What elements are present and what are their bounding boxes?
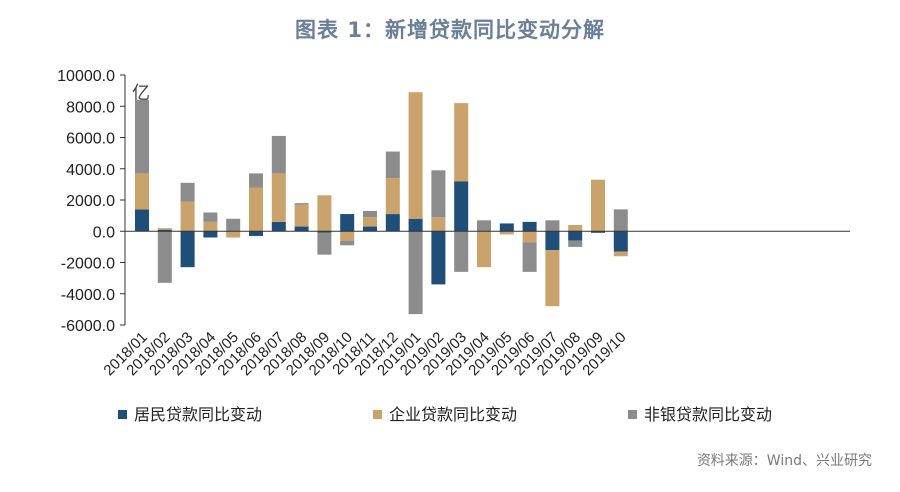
- bar-corporate: [226, 231, 241, 238]
- bar-resident: [157, 229, 172, 232]
- source-note: 资料来源：Wind、兴业研究: [696, 453, 872, 469]
- bar-nonbank: [477, 220, 491, 232]
- legend-label-nonbank: 非银贷款同比变动: [644, 405, 772, 424]
- y-tick-label: 8000.0: [66, 99, 115, 116]
- bar-nonbank: [317, 232, 332, 255]
- bar-resident: [408, 218, 423, 232]
- bar-nonbank: [545, 220, 560, 232]
- bar-corporate: [363, 217, 377, 227]
- bar-nonbank: [226, 218, 241, 232]
- bar-resident: [454, 181, 469, 232]
- y-tick-label: 6000.0: [66, 131, 115, 148]
- bar-resident: [249, 231, 263, 236]
- bar-nonbank: [568, 240, 583, 247]
- bar-resident: [591, 231, 605, 233]
- bar-corporate: [408, 92, 423, 219]
- bar-resident: [522, 221, 537, 232]
- legend-swatch-nonbank: [628, 410, 637, 419]
- bar-corporate: [591, 179, 605, 232]
- y-tick-label: -4000.0: [61, 287, 115, 304]
- y-tick-label: 2000.0: [66, 193, 115, 210]
- bar-corporate: [135, 173, 149, 210]
- bar-nonbank: [431, 170, 446, 218]
- bar-corporate: [613, 251, 628, 257]
- y-tick-label: -2000.0: [61, 256, 115, 273]
- y-tick-label: -6000.0: [61, 318, 115, 335]
- bar-corporate: [385, 178, 400, 215]
- chart-title: 图表 1：新增贷款同比变动分解: [295, 18, 605, 42]
- legend-label-resident: 居民贷款同比变动: [134, 405, 262, 424]
- bar-resident: [385, 214, 400, 232]
- bar-nonbank: [454, 231, 469, 272]
- bar-corporate: [340, 231, 355, 241]
- bar-corporate: [568, 225, 583, 232]
- bar-nonbank: [203, 212, 218, 222]
- bar-resident: [499, 223, 514, 232]
- bar-corporate: [203, 221, 218, 232]
- bar-nonbank: [408, 231, 423, 315]
- bar-corporate: [545, 250, 560, 307]
- bar-corporate: [294, 204, 309, 227]
- bar-resident: [363, 226, 377, 232]
- bar-nonbank: [385, 151, 400, 179]
- bar-corporate: [317, 195, 332, 232]
- y-tick-label: 10000.0: [57, 68, 115, 85]
- bar-nonbank: [180, 182, 195, 202]
- bar-resident: [317, 231, 332, 233]
- bar-nonbank: [157, 231, 172, 283]
- legend-label-corporate: 企业贷款同比变动: [389, 405, 517, 424]
- legend-swatch-corporate: [373, 410, 382, 419]
- bar-resident: [180, 231, 195, 268]
- bar-nonbank: [363, 210, 377, 218]
- bar-corporate: [522, 231, 537, 243]
- bar-resident: [340, 214, 355, 232]
- bar-nonbank: [613, 209, 628, 232]
- bar-resident: [135, 209, 149, 232]
- bar-corporate: [477, 231, 491, 268]
- bar-nonbank: [340, 240, 355, 246]
- y-tick-label: 4000.0: [66, 162, 115, 179]
- bar-nonbank: [249, 173, 263, 188]
- bar-corporate: [454, 103, 469, 182]
- bar-resident: [294, 226, 309, 232]
- bar-nonbank: [294, 203, 309, 205]
- bar-resident: [613, 231, 628, 252]
- bar-corporate: [271, 173, 286, 222]
- y-tick-label: 0.0: [93, 224, 115, 241]
- bar-corporate: [157, 228, 172, 230]
- bar-resident: [545, 231, 560, 250]
- bar-corporate: [431, 217, 446, 232]
- legend-swatch-resident: [118, 410, 127, 419]
- bar-resident: [271, 221, 286, 232]
- bar-corporate: [180, 201, 195, 232]
- bar-nonbank: [135, 100, 149, 174]
- unit-label: 亿: [132, 83, 150, 104]
- bar-resident: [203, 231, 218, 238]
- bar-resident: [431, 231, 446, 285]
- bar-corporate: [499, 231, 514, 235]
- bar-nonbank: [271, 135, 286, 174]
- bar-corporate: [249, 187, 263, 232]
- bar-resident: [568, 231, 583, 241]
- bar-nonbank: [522, 242, 537, 272]
